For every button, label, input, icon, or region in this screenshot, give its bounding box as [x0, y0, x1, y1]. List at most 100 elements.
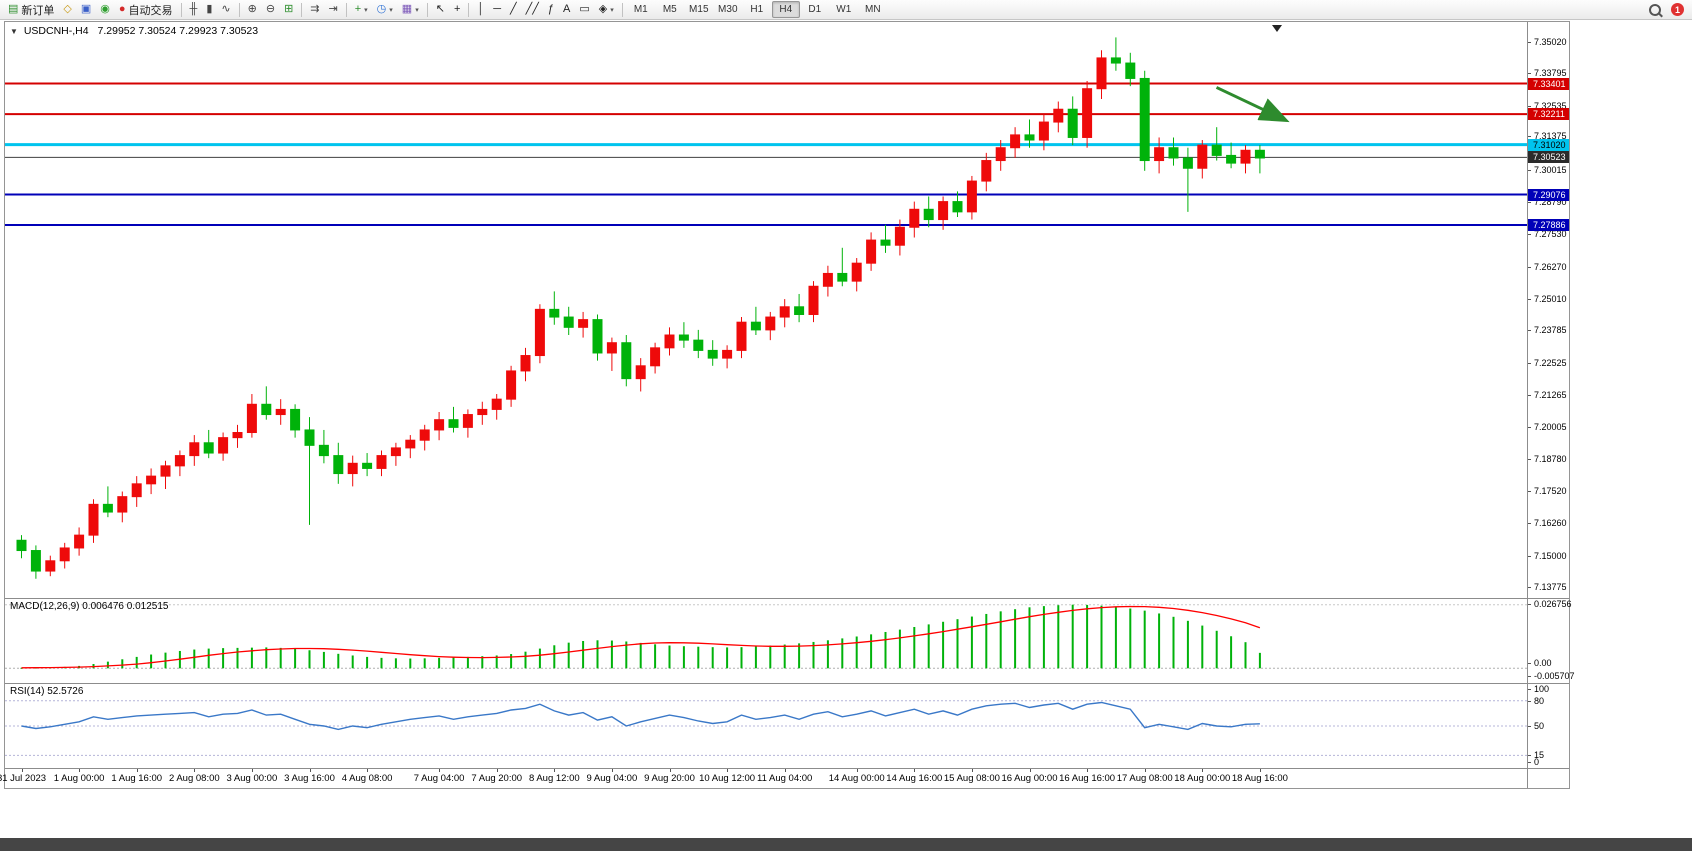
zoom-out-button[interactable]: ⊖	[262, 0, 279, 19]
auto-scroll-icon: ⇉	[310, 3, 320, 15]
text-button[interactable]: A	[559, 0, 574, 19]
tile-windows-button[interactable]: ⊞	[280, 0, 297, 19]
crosshair-icon: +	[453, 3, 461, 15]
time-tick	[79, 769, 81, 772]
fibonacci-icon: ƒ	[547, 3, 555, 15]
macd-indicator-plot[interactable]	[5, 599, 1527, 683]
toolbar-separator	[238, 2, 240, 17]
community-icon: ◉	[100, 3, 110, 15]
rsi-line	[21, 701, 1260, 731]
rsi-indicator-plot[interactable]	[5, 684, 1527, 768]
panel-divider-rsi[interactable]	[5, 683, 1569, 684]
arrow-annotation[interactable]	[1215, 86, 1290, 123]
timeframe-m15[interactable]: M15	[689, 4, 709, 15]
price-scale-tick: 7.20005	[1528, 423, 1569, 432]
timeframe-d1[interactable]: D1	[808, 4, 822, 15]
macd-scale-tick: -0.005707	[1528, 672, 1575, 681]
zoom-in-button[interactable]: ⊕	[244, 0, 261, 19]
objects-icon: ◈	[598, 3, 608, 15]
price-scale-tick: 7.16260	[1528, 519, 1569, 528]
timeframe-m1[interactable]: M1	[633, 4, 648, 15]
panel-divider-macd[interactable]	[5, 598, 1569, 599]
timeframe-w1[interactable]: W1	[836, 4, 852, 15]
time-label: 17 Aug 08:00	[1116, 773, 1173, 784]
time-tick	[21, 769, 23, 772]
time-label: 11 Aug 04:00	[757, 773, 813, 784]
price-scale-tick: 7.21265	[1528, 390, 1569, 400]
timeframe-h4[interactable]: H4	[771, 1, 800, 18]
candlestick-chart-button[interactable]: ▮	[202, 0, 216, 19]
time-label: 16 Aug 00:00	[1001, 773, 1058, 784]
price-scale-tick: 7.23785	[1528, 326, 1569, 335]
time-label: 1 Aug 16:00	[111, 773, 163, 784]
horizontal-levels[interactable]	[5, 82, 1527, 227]
toolbar-separator	[345, 2, 347, 17]
time-label: 31 Jul 2023	[0, 773, 47, 784]
price-scale-tick: 7.33795	[1528, 69, 1569, 78]
price-level-tag[interactable]: 7.27886	[1528, 219, 1569, 232]
indicators-button[interactable]: + ▾	[351, 0, 372, 19]
channel-button[interactable]: ╱╱	[522, 0, 543, 19]
indicators-button-dropdown-icon[interactable]: ▾	[364, 6, 368, 14]
charts-profile-button[interactable]: ▣	[77, 0, 95, 19]
time-tick	[1202, 769, 1204, 772]
rsi-scale-tick: 0	[1528, 758, 1569, 767]
periods-button-dropdown-icon[interactable]: ▾	[389, 6, 393, 14]
price-scale-tick: 7.32535	[1528, 101, 1569, 111]
chart-symbol-period: USDCNH-,H4	[23, 25, 89, 37]
time-tick	[1144, 769, 1146, 772]
notification-badge[interactable]: 1	[1671, 3, 1684, 16]
chart-collapse-icon[interactable]: ▼	[10, 27, 18, 36]
time-tick	[611, 769, 613, 772]
price-scale-tick: 7.18780	[1528, 454, 1569, 464]
trendline-button[interactable]: ╱	[506, 0, 521, 19]
toolbar-separator	[468, 2, 470, 17]
objects-button[interactable]: ◈ ▾	[595, 0, 618, 19]
timeframe-m30[interactable]: M30	[718, 4, 738, 15]
horizontal-line-button[interactable]: ─	[489, 0, 505, 19]
timeframe-m5[interactable]: M5	[662, 4, 677, 15]
price-level-tag[interactable]: 7.29076	[1528, 188, 1569, 201]
objects-button-dropdown-icon[interactable]: ▾	[610, 6, 614, 14]
time-label: 4 Aug 08:00	[341, 773, 393, 784]
zoom-in-icon: ⊕	[247, 3, 257, 15]
timeframe-mn[interactable]: MN	[865, 4, 881, 15]
time-axis-line	[5, 768, 1569, 769]
templates-button-dropdown-icon[interactable]: ▾	[415, 6, 419, 14]
price-level-tag[interactable]: 7.31020	[1528, 138, 1569, 151]
fibonacci-button[interactable]: ƒ	[544, 0, 558, 19]
new-order-button[interactable]: ▤ 新订单	[4, 0, 58, 19]
community-button[interactable]: ◉	[96, 0, 114, 19]
autotrading-button[interactable]: ● 自动交易	[115, 0, 177, 19]
toolbar-separator	[180, 2, 182, 17]
search-icon[interactable]	[1649, 3, 1661, 16]
periods-button[interactable]: ◷ ▾	[373, 0, 397, 19]
metaeditor-button[interactable]: ◇	[59, 0, 75, 19]
auto-scroll-button[interactable]: ⇉	[306, 0, 323, 19]
metaeditor-icon: ◇	[63, 3, 72, 15]
templates-button[interactable]: ▦ ▾	[398, 0, 423, 19]
price-chart-plot[interactable]	[5, 22, 1527, 598]
chart-shift-button[interactable]: ⇥	[325, 0, 342, 19]
time-tick	[727, 769, 729, 772]
crosshair-button[interactable]: +	[450, 0, 464, 19]
cursor-button[interactable]: ↖	[432, 0, 449, 19]
taskbar-strip	[0, 838, 1692, 851]
time-label: 14 Aug 00:00	[828, 773, 885, 784]
vertical-line-button[interactable]: │	[473, 0, 488, 19]
price-level-tag[interactable]: 7.32211	[1528, 108, 1569, 121]
rsi-scale-tick: 100	[1528, 685, 1569, 694]
price-level-tag[interactable]: 7.33401	[1528, 77, 1569, 90]
price-axis-line	[1527, 22, 1528, 788]
chart-shift-marker[interactable]	[1272, 25, 1282, 32]
time-tick	[554, 769, 556, 772]
main-toolbar: ▤ 新订单 ◇ ▣ ◉ ● 自动交易 ╫ ▮ ∿ ⊕ ⊖ ⊞ ⇉ ⇥ + ▾ ◷ ▾ ▦ ▾ ↖ + │ ─ ╱ ╱╱ ƒ A ▭ ◈ ▾ M…	[0, 0, 1692, 20]
text-label-button[interactable]: ▭	[575, 0, 593, 19]
timeframe-h1[interactable]: H1	[750, 4, 764, 15]
bar-chart-button[interactable]: ╫	[186, 0, 202, 19]
time-tick	[251, 769, 253, 772]
price-scale-tick: 7.17520	[1528, 487, 1569, 496]
line-chart-button[interactable]: ∿	[217, 0, 234, 19]
indicators-icon: +	[354, 3, 362, 15]
time-axis: 31 Jul 2023 1 Aug 00:00 1 Aug 16:00 2 Aug 0…	[0, 769, 1527, 788]
